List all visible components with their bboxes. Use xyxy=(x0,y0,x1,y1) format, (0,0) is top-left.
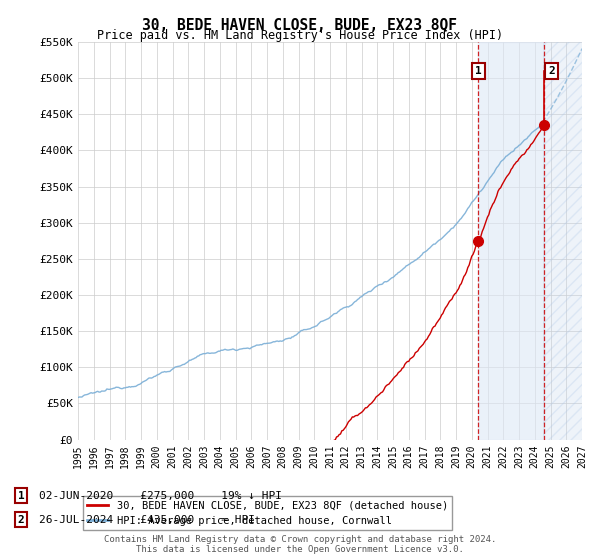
Text: 1: 1 xyxy=(475,66,482,76)
Text: 2: 2 xyxy=(17,515,25,525)
Bar xyxy=(478,42,544,440)
Text: 02-JUN-2020    £275,000    19% ↓ HPI: 02-JUN-2020 £275,000 19% ↓ HPI xyxy=(39,491,282,501)
Text: 2: 2 xyxy=(548,66,555,76)
Text: Price paid vs. HM Land Registry's House Price Index (HPI): Price paid vs. HM Land Registry's House … xyxy=(97,29,503,42)
Text: 26-JUL-2024    £435,000    ≈ HPI: 26-JUL-2024 £435,000 ≈ HPI xyxy=(39,515,255,525)
Text: 1: 1 xyxy=(17,491,25,501)
Text: Contains HM Land Registry data © Crown copyright and database right 2024.
This d: Contains HM Land Registry data © Crown c… xyxy=(104,535,496,554)
Legend: 30, BEDE HAVEN CLOSE, BUDE, EX23 8QF (detached house), HPI: Average price, detac: 30, BEDE HAVEN CLOSE, BUDE, EX23 8QF (de… xyxy=(83,497,452,530)
Text: 30, BEDE HAVEN CLOSE, BUDE, EX23 8QF: 30, BEDE HAVEN CLOSE, BUDE, EX23 8QF xyxy=(143,18,458,33)
